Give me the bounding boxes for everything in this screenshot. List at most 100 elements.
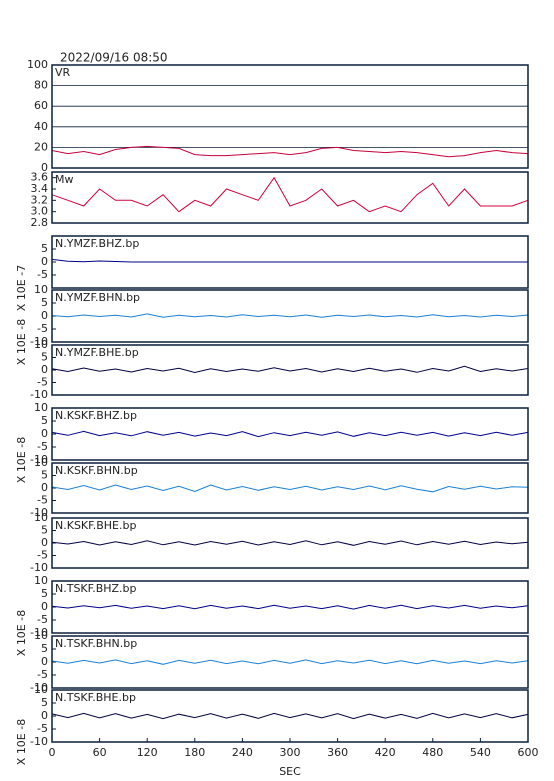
panel-frame [51, 289, 529, 343]
y-axis-label: X 10E -8 [15, 719, 28, 765]
y-tick-label: 0 [41, 363, 48, 376]
y-tick-label: -10 [30, 681, 48, 694]
y-tick-label: 10 [34, 401, 48, 414]
y-tick-label: 5 [41, 587, 48, 600]
panel-frame [51, 171, 529, 224]
y-tick-label: -5 [37, 322, 48, 335]
y-tick-label: -5 [37, 549, 48, 562]
panel-label: N.TSKF.BHZ.bp [55, 582, 137, 595]
y-tick-label: 10 [34, 511, 48, 524]
x-tick-label: 360 [327, 746, 348, 759]
data-line [51, 258, 528, 263]
panel-label: N.YMZF.BHZ.bp [55, 237, 139, 250]
y-axis-label: X 10E -8 [15, 319, 28, 365]
chart-title: 2022/09/16 08:50 [60, 51, 168, 65]
panel-frame [51, 517, 529, 569]
panel-label: N.YMZF.BHN.bp [55, 291, 140, 304]
y-tick-label: 2.8 [31, 216, 49, 229]
y-tick-label: 0 [41, 709, 48, 722]
x-axis-label: SEC [279, 765, 301, 778]
data-line [51, 365, 529, 374]
y-tick-label: 5 [41, 351, 48, 364]
panel-label: VR [55, 66, 71, 79]
x-tick-label: 240 [232, 746, 253, 759]
y-tick-label: 0 [41, 309, 48, 322]
y-tick-label: 5 [41, 414, 48, 427]
y-tick-label: -5 [37, 268, 48, 281]
y-tick-label: -5 [37, 376, 48, 389]
data-line [51, 604, 529, 610]
data-line [51, 540, 529, 546]
y-tick-label: 3.2 [31, 193, 49, 206]
data-line [51, 430, 529, 438]
data-line [51, 176, 529, 213]
y-tick-label: 0 [41, 481, 48, 494]
data-line [51, 712, 529, 720]
y-axis-label: X 10E -8 [15, 437, 28, 483]
y-axis-label: X 10E -7 [15, 265, 28, 311]
data-line [51, 659, 529, 665]
y-tick-label: 60 [34, 99, 48, 112]
x-tick-label: 120 [137, 746, 158, 759]
y-tick-label: 10 [34, 629, 48, 642]
y-tick-label: 0 [41, 255, 48, 268]
data-line [51, 313, 529, 318]
y-tick-label: 5 [41, 696, 48, 709]
y-axis-label: X 10E -8 [15, 610, 28, 656]
panel-label: N.YMZF.BHE.bp [55, 346, 139, 359]
y-tick-label: -5 [37, 440, 48, 453]
y-tick-label: -10 [30, 335, 48, 348]
y-tick-label: -10 [30, 388, 48, 401]
y-tick-label: 80 [34, 79, 48, 92]
y-tick-label: -5 [37, 668, 48, 681]
y-tick-label: -10 [30, 735, 48, 748]
y-tick-label: -10 [30, 453, 48, 466]
panel-label: N.TSKF.BHE.bp [55, 691, 136, 704]
y-tick-label: -5 [37, 722, 48, 735]
y-tick-label: 5 [41, 469, 48, 482]
y-tick-label: 10 [34, 338, 48, 351]
y-tick-label: 10 [34, 456, 48, 469]
y-tick-label: 0 [41, 427, 48, 440]
y-tick-label: 100 [27, 58, 48, 71]
y-tick-label: 5 [41, 242, 48, 255]
y-tick-label: 3.4 [31, 182, 49, 195]
panel-label: Mw [55, 173, 74, 186]
x-tick-label: 600 [518, 746, 539, 759]
panel-frame [51, 407, 529, 461]
y-tick-label: -10 [30, 506, 48, 519]
y-tick-label: 3.6 [31, 171, 49, 184]
y-tick-label: 0 [41, 161, 48, 174]
y-tick-label: -5 [37, 494, 48, 507]
y-tick-label: -10 [30, 561, 48, 574]
panel-label: N.KSKF.BHE.bp [55, 519, 136, 532]
y-tick-label: 0 [41, 600, 48, 613]
y-tick-label: 3.0 [31, 205, 49, 218]
panel-label: N.KSKF.BHZ.bp [55, 409, 137, 422]
panel-label: N.KSKF.BHN.bp [55, 464, 138, 477]
y-tick-label: 5 [41, 642, 48, 655]
y-tick-label: 0 [41, 536, 48, 549]
y-tick-label: 0 [41, 655, 48, 668]
y-tick-label: 40 [34, 120, 48, 133]
x-tick-label: 480 [422, 746, 443, 759]
panel-frame [51, 235, 529, 289]
y-tick-label: -10 [30, 626, 48, 639]
y-tick-label: 5 [41, 524, 48, 537]
panel-frame [51, 344, 529, 396]
panel-frame [51, 580, 529, 634]
panel-frame [51, 64, 529, 169]
x-tick-label: 0 [49, 746, 56, 759]
data-line [51, 484, 529, 493]
y-tick-label: 5 [41, 296, 48, 309]
x-tick-label: 420 [375, 746, 396, 759]
y-tick-label: -5 [37, 613, 48, 626]
data-line [51, 145, 529, 158]
y-tick-label: 10 [34, 283, 48, 296]
x-tick-label: 300 [280, 746, 301, 759]
panel-frame [51, 462, 529, 514]
x-tick-label: 180 [184, 746, 205, 759]
y-tick-label: 20 [34, 140, 48, 153]
x-tick-label: 60 [93, 746, 107, 759]
